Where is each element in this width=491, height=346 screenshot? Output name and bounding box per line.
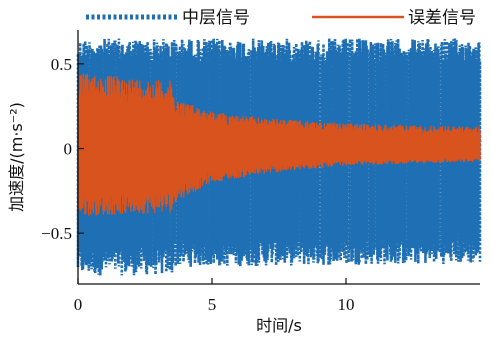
x-ticks: 0 5 10	[74, 278, 355, 314]
x-tick-label: 5	[208, 295, 217, 314]
x-tick-label: 10	[338, 295, 355, 314]
legend-label-error-signal: 误差信号	[408, 8, 476, 28]
plot-area	[76, 38, 482, 276]
y-tick-label: 0	[64, 140, 73, 159]
y-tick-label: 0.5	[51, 55, 72, 74]
series-error-signal	[77, 73, 481, 216]
y-axis-label: 加速度/(m·s⁻²)	[7, 102, 26, 212]
legend-label-middle-signal: 中层信号	[182, 8, 250, 28]
legend: 中层信号 误差信号	[86, 8, 476, 28]
series-line	[77, 73, 481, 216]
y-tick-label: −0.5	[41, 224, 72, 243]
y-ticks: 0.5 0 −0.5	[41, 55, 84, 243]
x-tick-label: 0	[74, 295, 83, 314]
axes: 0 5 10 0.5 0 −0.5	[41, 30, 480, 314]
x-axis-label: 时间/s	[256, 316, 302, 335]
